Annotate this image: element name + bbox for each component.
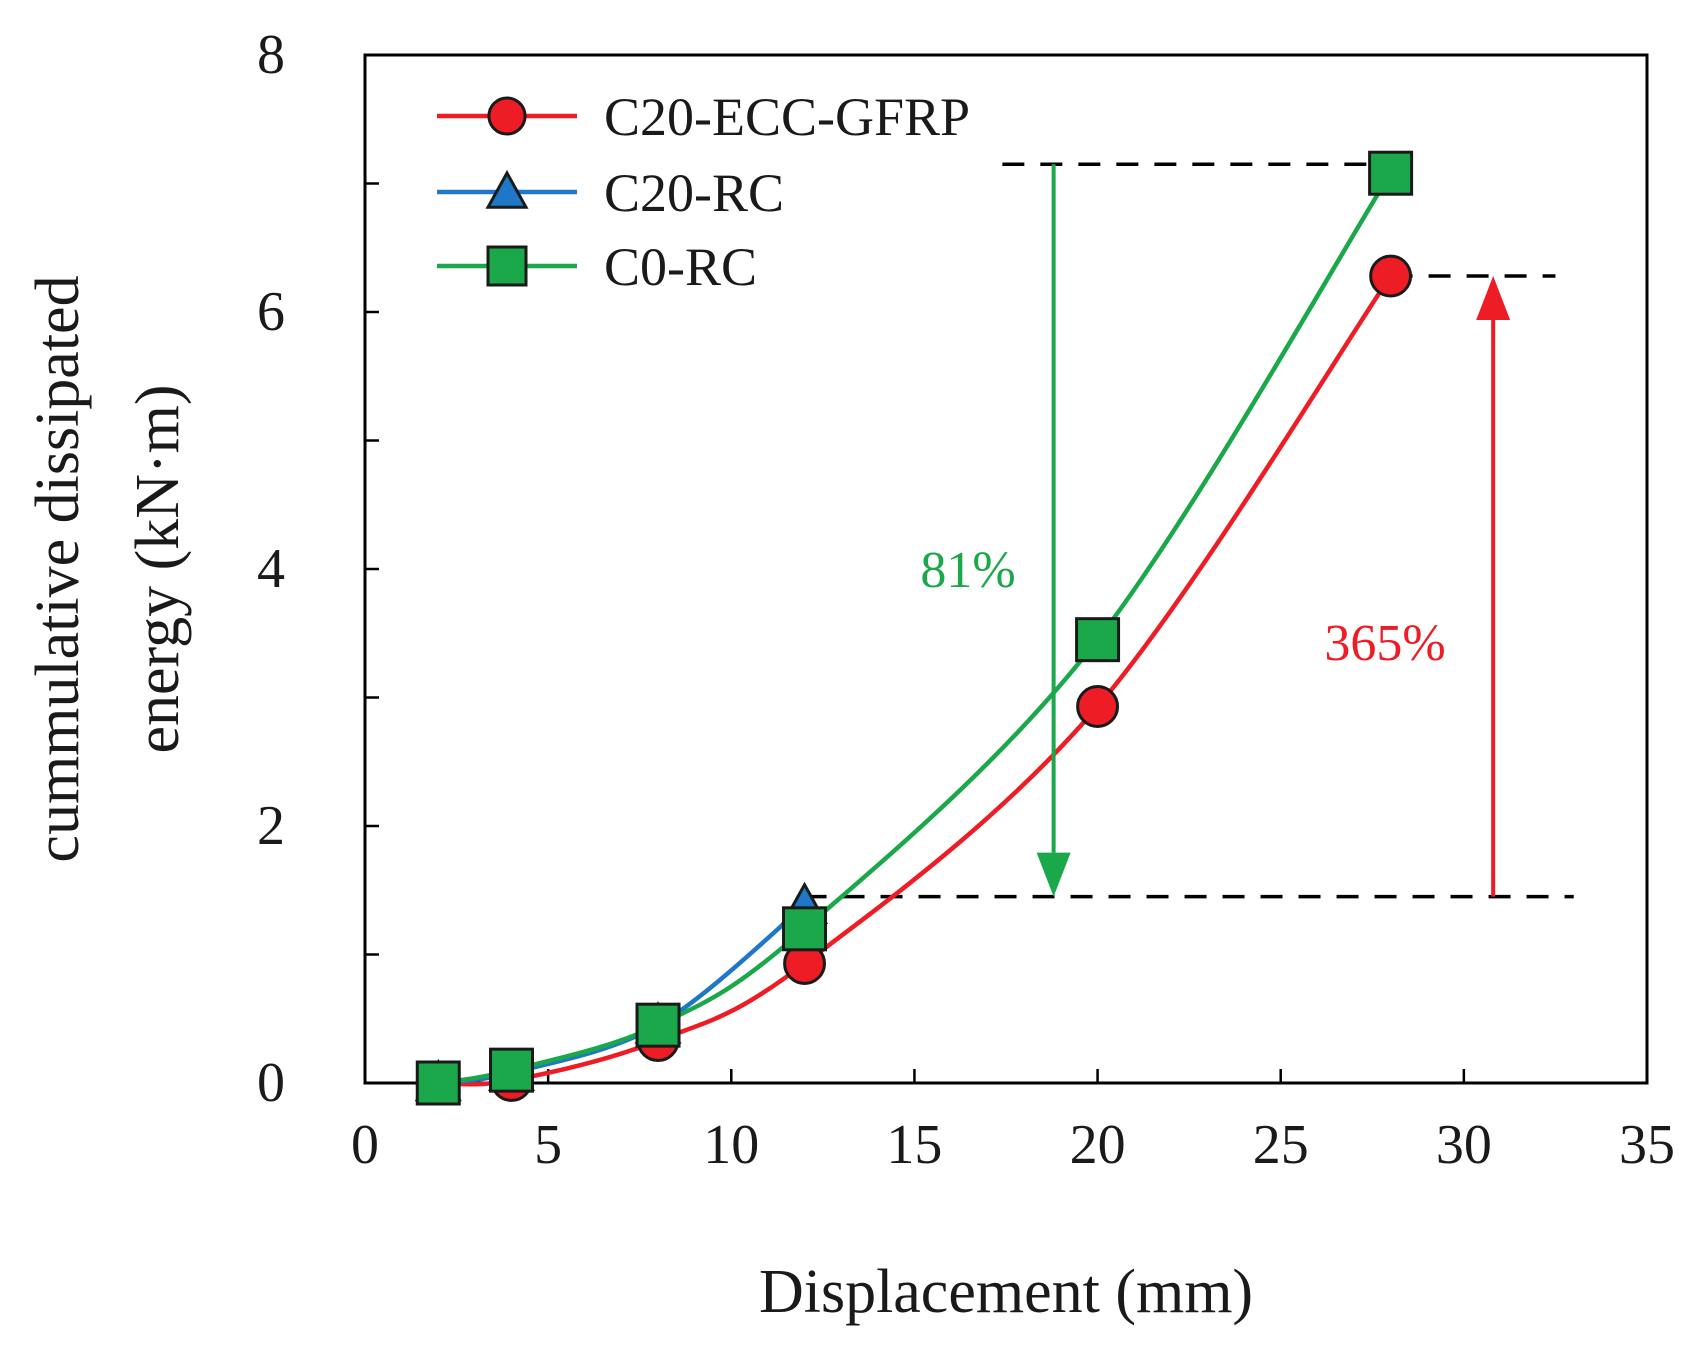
marker-C0-RC-12 [782,906,828,952]
x-tick-label-15: 15 [886,1114,942,1176]
y-tick-label-8: 8 [257,24,285,86]
legend-label-C20-ECC-GFRP: C20-ECC-GFRP [604,87,970,147]
marker-C0-RC-8 [635,1002,681,1048]
legend-label-C0-RC: C0-RC [604,237,757,297]
y-tick-label-0: 0 [257,1052,285,1114]
reference-lines [804,162,1574,899]
y-tick-label-6: 6 [257,281,285,343]
tick-labels: 0 5 10 15 20 25 30 35 0 2 4 6 8 [257,24,1675,1176]
x-axis-title: Displacement (mm) [759,1258,1253,1326]
annotation-label-red: 365% [1324,615,1445,672]
x-tick-label-5: 5 [534,1114,562,1176]
x-tick-label-30: 30 [1436,1114,1492,1176]
arrow-head-red-arrow [1476,276,1511,321]
legend-marker-C0-RC [486,245,528,287]
y-tick-label-4: 4 [257,538,285,600]
y-axis-title-line2: energy (kN·m) [124,384,192,753]
series-lines [437,172,1393,1087]
marker-C0-RC-28 [1368,150,1414,196]
x-tick-label-20: 20 [1070,1114,1126,1176]
y-tick-label-2: 2 [257,795,285,857]
x-tick-label-35: 35 [1619,1114,1675,1176]
y-axis-title-line1: cummulative dissipated [24,275,92,862]
legend-marker-C20-RC [485,169,529,209]
y-axis-title: cummulative dissipated energy (kN·m) [24,275,192,862]
legend: C20-ECC-GFRP C20-RC C0-RC [437,87,970,297]
annotation-label-green: 81% [920,542,1015,599]
tick-marks [363,53,1649,1085]
marker-C20-ECC-GFRP-28 [1369,254,1413,298]
arrow-head-green-arrow [1036,852,1071,897]
x-tick-label-10: 10 [703,1114,759,1176]
series-line-C0-RC [437,172,1393,1086]
series-markers [414,150,1414,1106]
legend-label-C20-RC: C20-RC [604,163,784,223]
series-line-C20-ECC-GFRP [438,274,1393,1087]
marker-C0-RC-4 [489,1047,535,1093]
x-tick-label-25: 25 [1253,1114,1309,1176]
marker-C0-RC-20 [1075,617,1121,663]
marker-C20-ECC-GFRP-20 [1076,685,1120,728]
annotation-arrows: 81% 365% [920,164,1511,897]
x-tick-label-0: 0 [351,1114,379,1176]
marker-C0-RC-2 [415,1060,461,1106]
legend-marker-C20-ECC-GFRP [487,96,527,136]
